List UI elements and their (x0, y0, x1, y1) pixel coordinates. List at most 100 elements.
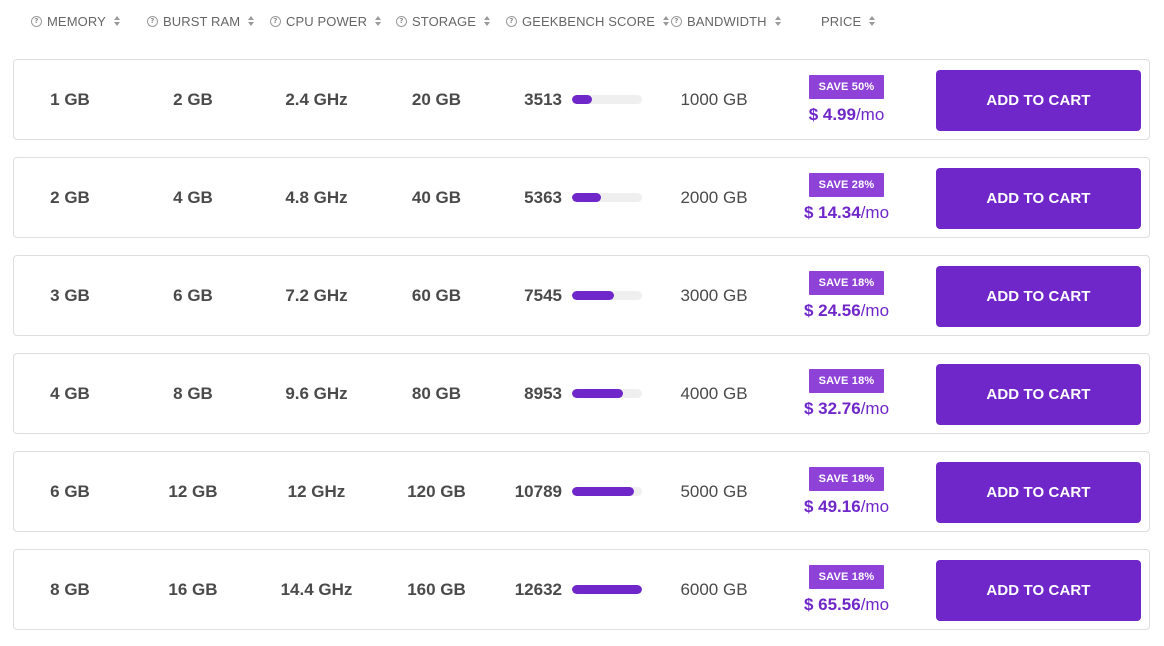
column-label: GEEKBENCH SCORE (522, 13, 655, 29)
price-period: /mo (855, 104, 885, 124)
price-cell: SAVE 18% $ 32.76/mo (784, 354, 909, 433)
burst-ram-value: 2 GB (173, 89, 213, 109)
price: $ 65.56/mo (804, 595, 889, 615)
help-icon[interactable]: ? (506, 15, 517, 27)
sort-icon[interactable] (375, 16, 382, 26)
sort-icon[interactable] (484, 16, 491, 26)
plan-row: 8 GB 16 GB 14.4 GHz 160 GB 12632 6000 GB… (13, 549, 1150, 630)
column-header-price[interactable]: PRICE (821, 12, 876, 30)
geekbench-cell: 3513 (494, 60, 654, 139)
geekbench-score-value: 7545 (524, 285, 562, 305)
geekbench-bar-fill (572, 585, 642, 594)
geekbench-bar (572, 487, 642, 496)
save-badge: SAVE 50% (808, 74, 885, 99)
storage-value: 20 GB (411, 89, 462, 109)
save-badge: SAVE 18% (808, 270, 885, 295)
column-label: BURST RAM (163, 13, 241, 29)
sort-icon[interactable] (869, 16, 876, 26)
price-cell: SAVE 28% $ 14.34/mo (784, 158, 909, 237)
cpu-power-value: 7.2 GHz (285, 285, 348, 305)
column-header-burst-ram[interactable]: ? BURST RAM (147, 12, 255, 30)
burst-ram-value: 6 GB (173, 285, 213, 305)
memory-value: 1 GB (50, 89, 90, 109)
geekbench-bar (572, 291, 642, 300)
storage-value: 120 GB (407, 481, 466, 501)
geekbench-cell: 8953 (494, 354, 654, 433)
sort-icon[interactable] (774, 16, 781, 26)
geekbench-score-value: 8953 (524, 383, 562, 403)
price: $ 32.76/mo (804, 399, 889, 419)
save-badge: SAVE 28% (808, 172, 885, 197)
price: $ 14.34/mo (804, 203, 889, 223)
storage-value: 80 GB (411, 383, 462, 403)
bandwidth-value: 2000 GB (680, 187, 748, 207)
memory-value: 4 GB (50, 383, 90, 403)
plan-row: 3 GB 6 GB 7.2 GHz 60 GB 7545 3000 GB SAV… (13, 255, 1150, 336)
price-amount: $ 32.76 (803, 398, 861, 418)
cpu-power-value: 9.6 GHz (285, 383, 348, 403)
price-amount: $ 24.56 (803, 300, 861, 320)
add-to-cart-button[interactable]: ADD TO CART (936, 168, 1141, 229)
bandwidth-value: 3000 GB (680, 285, 748, 305)
add-to-cart-button[interactable]: ADD TO CART (936, 462, 1141, 523)
save-badge: SAVE 18% (808, 466, 885, 491)
price-amount: $ 65.56 (803, 594, 861, 614)
cpu-power-value: 2.4 GHz (285, 89, 348, 109)
storage-value: 160 GB (407, 579, 466, 599)
geekbench-score-value: 12632 (514, 579, 562, 599)
geekbench-score-value: 10789 (514, 481, 562, 501)
price-cell: SAVE 18% $ 49.16/mo (784, 452, 909, 531)
plan-row: 2 GB 4 GB 4.8 GHz 40 GB 5363 2000 GB SAV… (13, 157, 1150, 238)
sort-icon[interactable] (662, 16, 669, 26)
price: $ 49.16/mo (804, 497, 889, 517)
help-icon[interactable]: ? (31, 15, 42, 27)
geekbench-bar (572, 193, 642, 202)
help-icon[interactable]: ? (671, 15, 682, 27)
column-header-geekbench-score[interactable]: ? GEEKBENCH SCORE (506, 12, 669, 30)
add-to-cart-button[interactable]: ADD TO CART (936, 364, 1141, 425)
add-to-cart-button[interactable]: ADD TO CART (936, 560, 1141, 621)
geekbench-score-value: 3513 (524, 89, 562, 109)
price-cell: SAVE 18% $ 65.56/mo (784, 550, 909, 629)
add-to-cart-button[interactable]: ADD TO CART (936, 70, 1141, 131)
geekbench-bar (572, 389, 642, 398)
price-period: /mo (860, 496, 890, 516)
save-badge: SAVE 18% (808, 368, 885, 393)
burst-ram-value: 8 GB (173, 383, 213, 403)
add-to-cart-button[interactable]: ADD TO CART (936, 266, 1141, 327)
save-badge: SAVE 18% (808, 564, 885, 589)
geekbench-bar-fill (572, 291, 614, 300)
burst-ram-value: 12 GB (168, 481, 218, 501)
price-amount: $ 14.34 (803, 202, 861, 222)
bandwidth-value: 6000 GB (680, 579, 748, 599)
column-header-cpu-power[interactable]: ? CPU POWER (270, 12, 382, 30)
help-icon[interactable]: ? (270, 15, 281, 27)
help-icon[interactable]: ? (396, 15, 407, 27)
price-period: /mo (860, 300, 890, 320)
bandwidth-value: 1000 GB (680, 89, 748, 109)
storage-value: 40 GB (411, 187, 462, 207)
sort-icon[interactable] (113, 16, 120, 26)
plan-row: 6 GB 12 GB 12 GHz 120 GB 10789 5000 GB S… (13, 451, 1150, 532)
burst-ram-value: 16 GB (168, 579, 218, 599)
geekbench-bar (572, 585, 642, 594)
geekbench-cell: 12632 (494, 550, 654, 629)
price-period: /mo (860, 594, 890, 614)
price: $ 4.99/mo (809, 105, 885, 125)
column-label: STORAGE (412, 13, 477, 29)
sort-icon[interactable] (248, 16, 255, 26)
column-label: MEMORY (47, 13, 106, 29)
geekbench-bar-fill (572, 487, 634, 496)
geekbench-cell: 7545 (494, 256, 654, 335)
bandwidth-value: 4000 GB (680, 383, 748, 403)
memory-value: 8 GB (50, 579, 90, 599)
column-header-memory[interactable]: ? MEMORY (31, 12, 120, 30)
geekbench-bar-fill (572, 389, 624, 398)
column-label: PRICE (821, 13, 862, 29)
memory-value: 3 GB (50, 285, 90, 305)
price-period: /mo (860, 202, 890, 222)
column-header-storage[interactable]: ? STORAGE (396, 12, 491, 30)
price: $ 24.56/mo (804, 301, 889, 321)
column-header-bandwidth[interactable]: ? BANDWIDTH (671, 12, 781, 30)
help-icon[interactable]: ? (147, 15, 158, 27)
